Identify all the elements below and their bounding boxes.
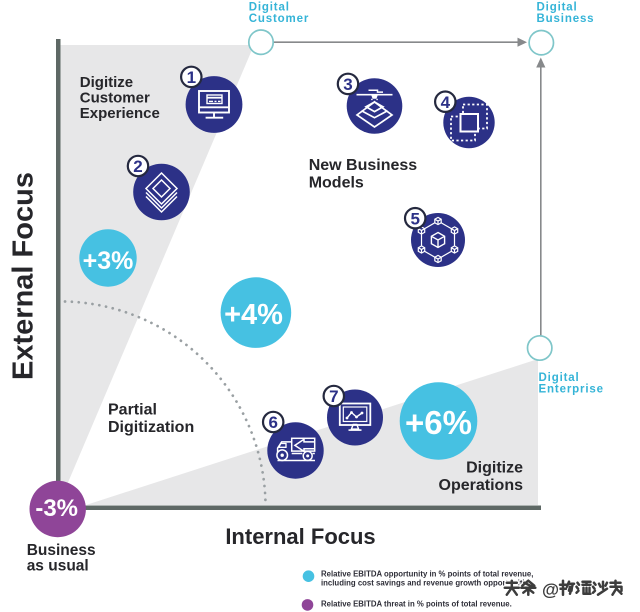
svg-text:+6%: +6% <box>405 404 472 441</box>
svg-text:@: @ <box>542 580 559 600</box>
svg-text:Partial: Partial <box>108 401 157 418</box>
svg-text:Internal Focus: Internal Focus <box>225 524 375 549</box>
svg-text:Models: Models <box>309 175 364 192</box>
svg-text:Digitization: Digitization <box>108 419 194 436</box>
svg-text:1: 1 <box>187 68 196 87</box>
svg-text:+3%: +3% <box>83 247 134 275</box>
svg-text:Operations: Operations <box>439 477 524 494</box>
svg-text:Relative EBITDA threat in % po: Relative EBITDA threat in % points of to… <box>321 600 512 609</box>
svg-text:Digitize: Digitize <box>80 74 133 91</box>
svg-text:Experience: Experience <box>80 105 160 122</box>
svg-text:4: 4 <box>441 93 451 112</box>
svg-text:6: 6 <box>268 413 277 432</box>
svg-text:+4%: +4% <box>224 299 283 331</box>
svg-text:Customer: Customer <box>249 13 309 25</box>
svg-text:Customer: Customer <box>80 90 150 107</box>
svg-text:External Focus: External Focus <box>8 172 40 380</box>
svg-text:Relative EBITDA opportunity in: Relative EBITDA opportunity in % points … <box>321 569 533 578</box>
svg-text:Digital: Digital <box>539 372 580 384</box>
svg-text:New Business: New Business <box>309 157 418 174</box>
svg-text:Digital: Digital <box>249 2 290 14</box>
svg-text:Digitize: Digitize <box>466 459 523 476</box>
svg-text:Business: Business <box>27 542 96 559</box>
svg-text:-3%: -3% <box>35 495 78 522</box>
svg-text:as usual: as usual <box>27 558 89 575</box>
svg-text:5: 5 <box>410 209 419 228</box>
svg-text:Business: Business <box>537 13 595 25</box>
svg-text:7: 7 <box>329 387 338 406</box>
svg-text:Enterprise: Enterprise <box>539 384 604 396</box>
svg-text:3: 3 <box>343 75 352 94</box>
svg-text:2: 2 <box>133 157 142 176</box>
svg-text:including cost savings and rev: including cost savings and revenue growt… <box>321 579 535 588</box>
svg-text:Digital: Digital <box>537 2 578 14</box>
